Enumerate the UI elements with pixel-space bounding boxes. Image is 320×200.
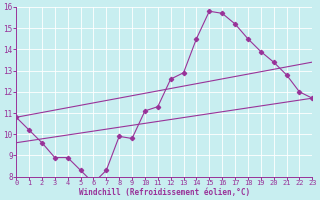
X-axis label: Windchill (Refroidissement éolien,°C): Windchill (Refroidissement éolien,°C): [79, 188, 250, 197]
